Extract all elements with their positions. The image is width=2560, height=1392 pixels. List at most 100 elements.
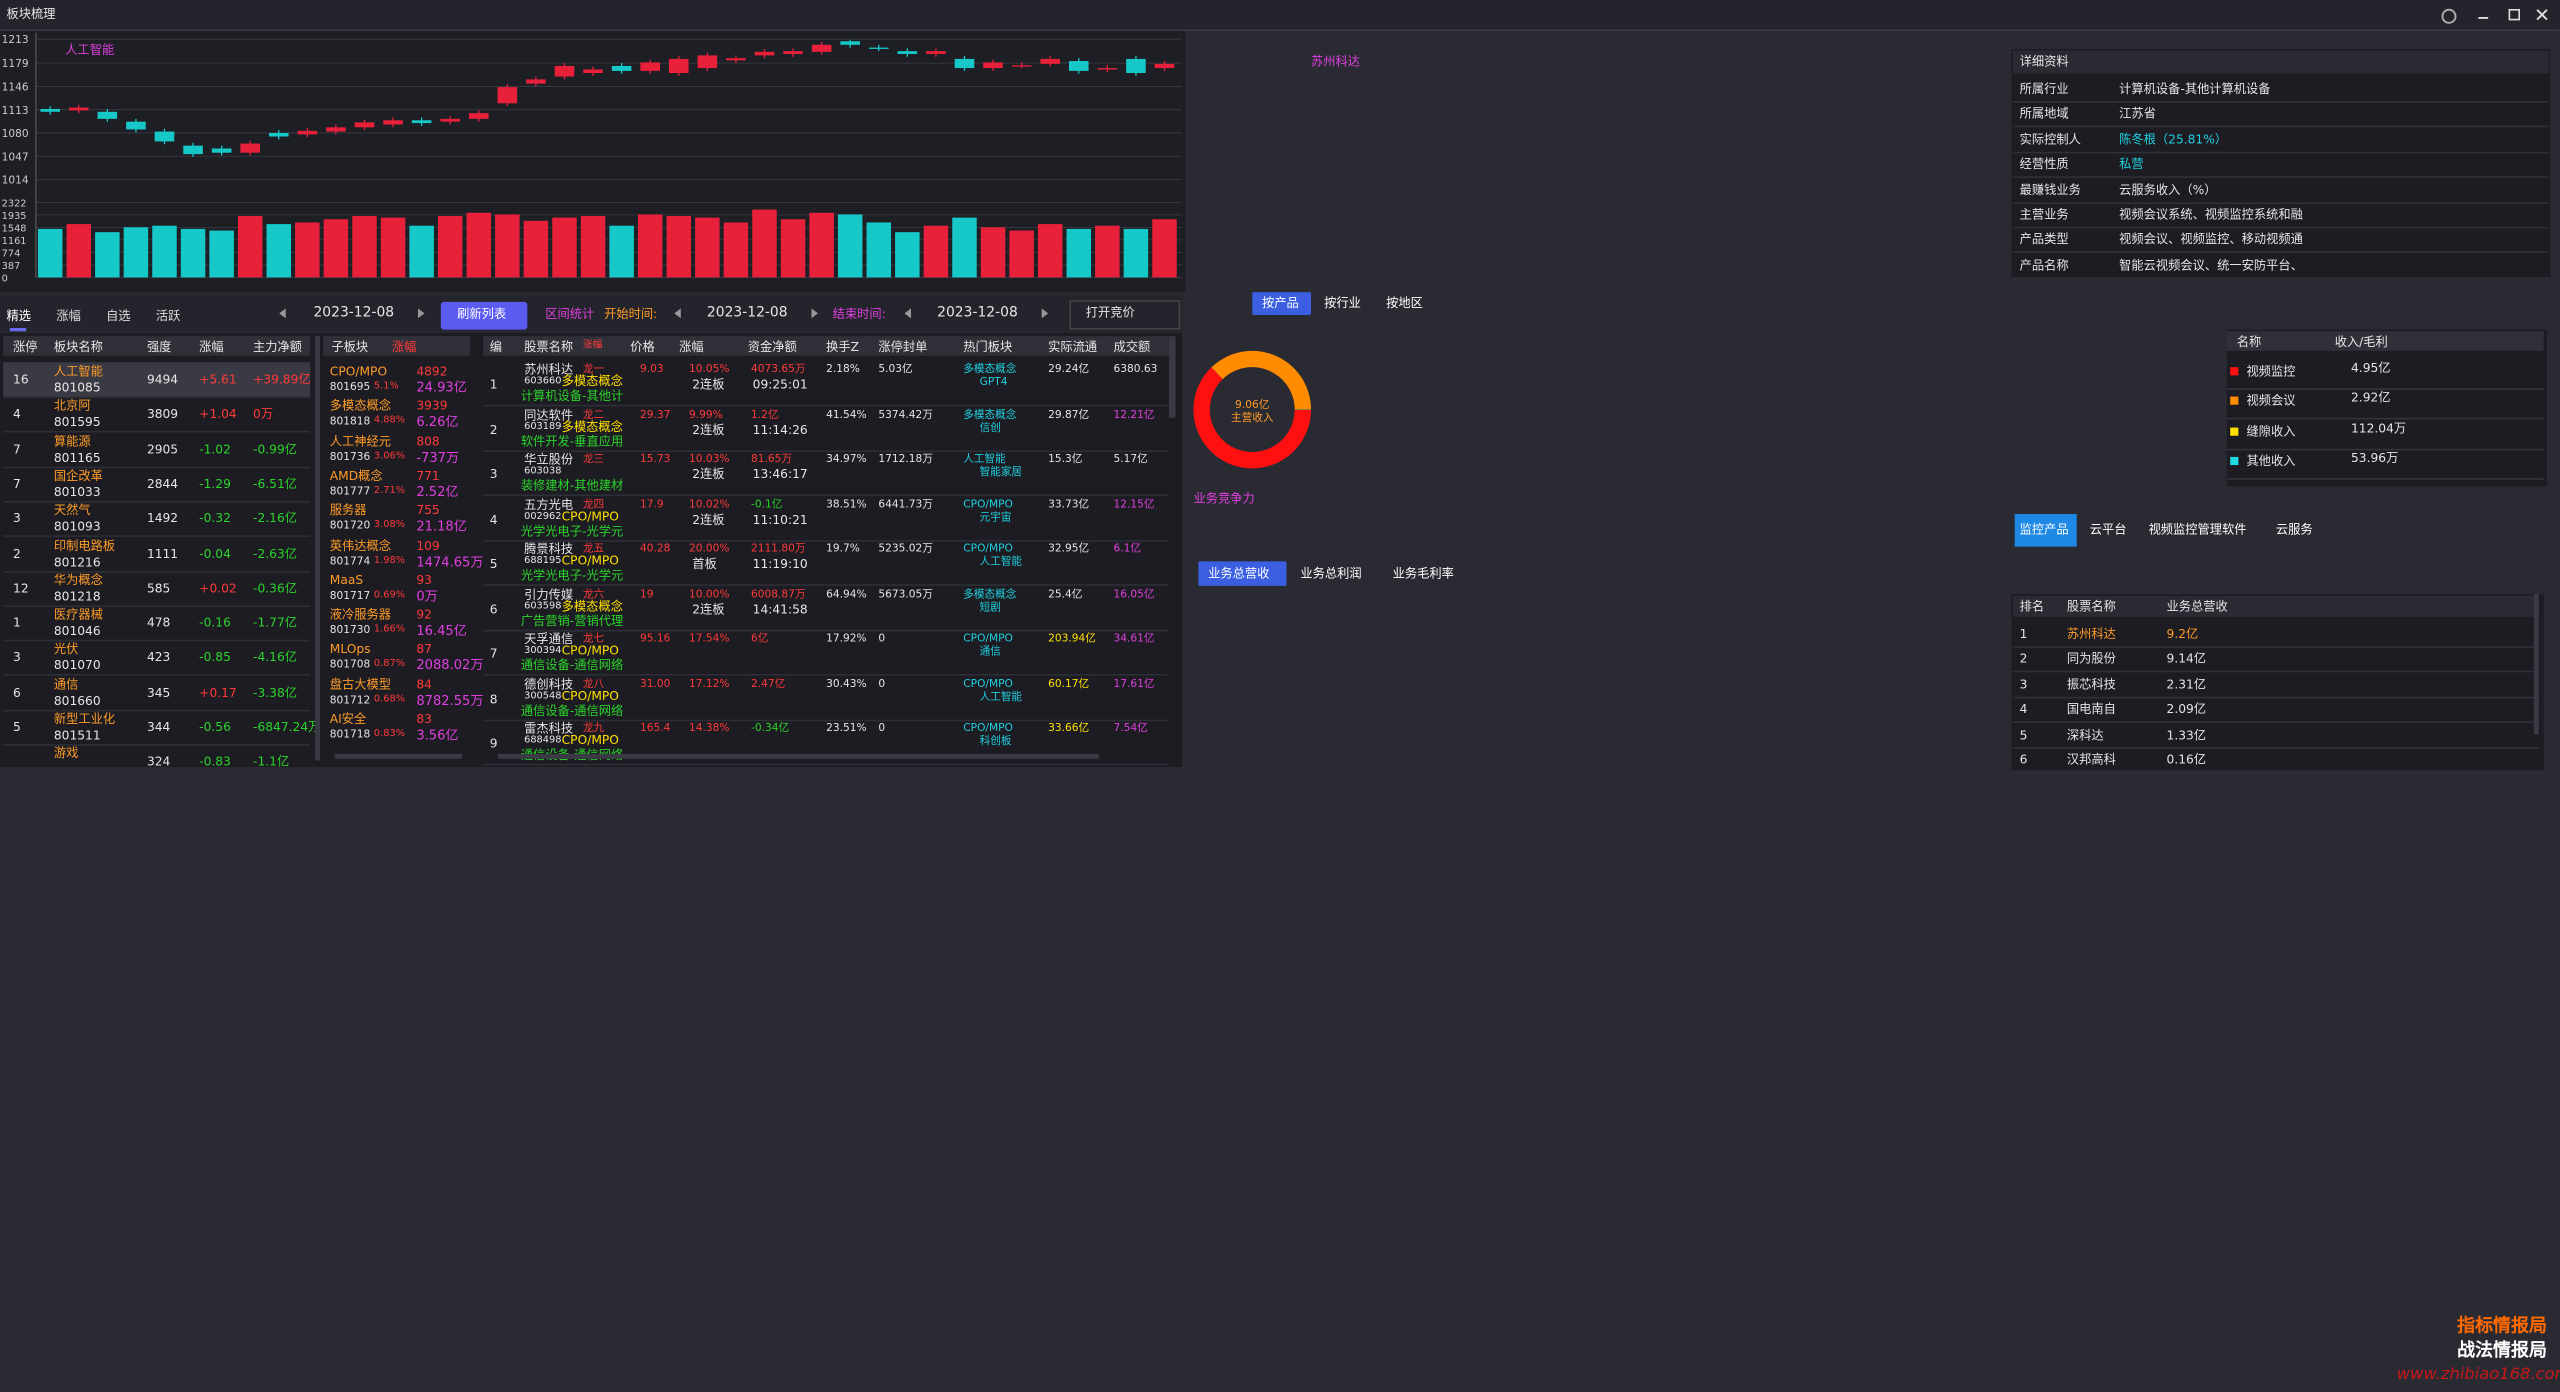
y-tick-label: 1113 <box>2 105 29 117</box>
sub-strength: 83 <box>416 711 432 727</box>
candle-body <box>126 121 146 130</box>
sector-code: 801093 <box>53 519 101 534</box>
candle-body <box>1040 58 1060 64</box>
metric-tab[interactable]: 业务毛利率 <box>1392 566 1454 581</box>
limit-count: 12 <box>13 580 29 596</box>
volume-bar <box>66 224 92 278</box>
maximize-icon[interactable] <box>2508 8 2520 21</box>
auction-select[interactable] <box>1069 300 1181 330</box>
sub-change: 2.71% <box>373 484 405 496</box>
strength: 585 <box>146 580 171 596</box>
view-tab[interactable]: 按产品 <box>1262 295 1299 311</box>
hot-sector: CPO/MPO <box>963 541 1013 555</box>
row-line <box>2013 277 2549 278</box>
change: 17.54% <box>688 631 730 645</box>
sub-amount: 1474.65万 <box>416 554 484 569</box>
ranking-tab[interactable]: 视频监控管理软件 <box>2148 522 2247 537</box>
column-header: 成交额 <box>1113 339 1151 355</box>
column-header: 资金净额 <box>747 339 797 355</box>
volume-bar <box>437 215 463 278</box>
price: 19 <box>639 586 654 600</box>
date[interactable]: 2023-12-08 <box>313 305 395 322</box>
industry: 光学光电子-光学元 <box>520 567 624 583</box>
legend-label: 缝隙收入 <box>2246 423 2296 439</box>
nav-arrow[interactable] <box>1041 308 1050 319</box>
tab[interactable]: 涨幅 <box>56 308 81 324</box>
refresh-button[interactable] <box>440 301 528 330</box>
row-line <box>2013 126 2549 128</box>
limit-count: 5 <box>13 719 21 735</box>
row-number: 2 <box>489 421 498 437</box>
metric-tab[interactable]: 业务总利润 <box>1300 566 1362 581</box>
sub-code: 801736 <box>329 449 371 463</box>
arrow-shape <box>811 308 818 319</box>
nav-arrow[interactable] <box>279 308 287 319</box>
sector-name: 人工智能 <box>53 363 103 379</box>
date[interactable]: 2023-12-08 <box>937 305 1018 322</box>
candle-body <box>240 143 260 153</box>
limit-count: 16 <box>13 372 29 387</box>
board: 2连板 <box>692 511 725 527</box>
seal-amount: 6441.73万 <box>878 496 933 510</box>
row-line <box>3 778 311 780</box>
nav-arrow[interactable] <box>904 308 912 319</box>
view-tab[interactable]: 按地区 <box>1386 295 1423 311</box>
limit-count: 3 <box>13 511 21 526</box>
tab[interactable]: 自选 <box>106 308 131 324</box>
ranking-tab[interactable]: 监控产品 <box>2019 522 2069 537</box>
float-cap: 33.73亿 <box>1048 496 1090 510</box>
candle-body <box>840 41 860 45</box>
settings-icon[interactable] <box>2441 8 2457 24</box>
active-tab-bg[interactable] <box>1252 292 1312 315</box>
candle-body <box>811 44 832 52</box>
view-tab[interactable]: 按行业 <box>1324 295 1361 311</box>
row-line <box>2226 477 2544 479</box>
turnover: 17.92% <box>826 631 867 645</box>
strength: 344 <box>146 719 171 735</box>
volume-bar <box>923 225 949 278</box>
candle-body <box>926 51 946 54</box>
nav-arrow[interactable] <box>674 308 682 319</box>
legend-swatch <box>2230 397 2239 406</box>
stock-code: 688195 <box>524 554 562 567</box>
turnover-amount: 6.1亿 <box>1113 541 1141 555</box>
candle-body <box>326 127 346 132</box>
ranking-tab[interactable]: 云平台 <box>2089 522 2127 537</box>
change: 17.12% <box>688 676 730 690</box>
candle-body <box>183 145 203 155</box>
legend-value: 112.04万 <box>2351 420 2407 436</box>
change: +1.04 <box>199 406 237 422</box>
row-line <box>3 431 311 433</box>
net-amount: +39.89亿 <box>253 372 311 387</box>
candle-body <box>354 122 375 128</box>
row-line <box>3 605 311 606</box>
industry: 光学光电子-光学元 <box>520 523 624 538</box>
stock-name: 同达软件 <box>524 407 574 422</box>
row-line <box>483 404 1169 406</box>
row-line <box>2013 226 2549 228</box>
change: 10.05% <box>688 362 730 376</box>
nav-arrow[interactable] <box>811 308 819 319</box>
row-number: 3 <box>489 466 498 482</box>
turnover: 38.51% <box>826 496 867 510</box>
nav-arrow[interactable] <box>417 308 426 319</box>
tab[interactable]: 精选 <box>6 308 32 324</box>
candle-body <box>897 51 918 54</box>
ranking-tab[interactable]: 云服务 <box>2275 522 2313 537</box>
rank: 3 <box>2019 676 2028 692</box>
rank: 6 <box>2019 752 2028 767</box>
close-icon[interactable] <box>2536 9 2548 21</box>
arrow-shape <box>674 308 681 319</box>
metric-tab[interactable]: 业务总营收 <box>1208 566 1270 581</box>
row-line <box>2013 646 2539 648</box>
row-line <box>2013 671 2539 673</box>
volume-bar <box>352 215 377 278</box>
tab[interactable]: 活跃 <box>155 308 181 324</box>
active-tab-bg[interactable] <box>1198 561 1287 586</box>
turnover: 2.18% <box>826 362 860 376</box>
date[interactable]: 2023-12-08 <box>706 305 788 322</box>
candle-body <box>68 107 89 111</box>
active-tab-bg[interactable] <box>2014 514 2077 547</box>
sub-amount: 8782.55万 <box>416 693 484 708</box>
